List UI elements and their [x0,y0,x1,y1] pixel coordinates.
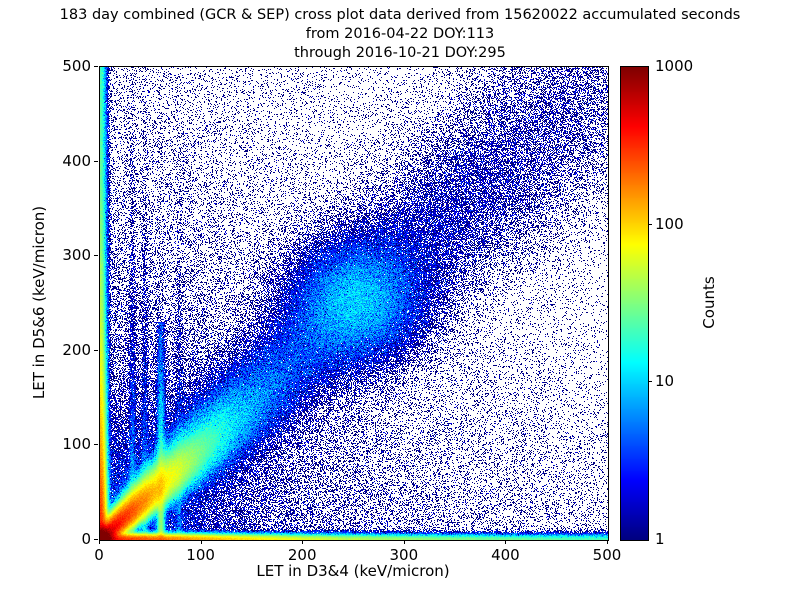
x-tick-label: 300 [389,546,419,564]
x-tick-mark [403,540,405,544]
title-line-3: through 2016-10-21 DOY:295 [294,45,506,61]
plot-area [99,66,609,541]
x-tick-mark [302,540,304,544]
title-line-2: from 2016-04-22 DOY:113 [305,26,495,42]
x-tick-mark [607,540,608,544]
x-tick-mark [505,540,507,544]
y-tick-mark [94,255,98,257]
y-tick-label: 100 [62,435,91,454]
y-tick-mark [94,539,98,540]
colorbar-tick-label: 1 [655,530,665,548]
y-tick-mark [94,66,98,67]
y-axis-label: LET in D5&6 (keV/micron) [30,205,48,400]
colorbar-tick-label: 10 [655,372,675,391]
colorbar-tick-label: 100 [655,214,684,233]
x-tick-label: 400 [491,546,520,564]
y-tick-label: 200 [62,340,91,359]
y-tick-mark [94,444,98,446]
colorbar-gradient [621,67,648,540]
y-tick-label: 300 [62,246,91,265]
y-tick-mark [94,160,98,162]
colorbar-tick-label: 1000 [655,57,694,75]
x-tick-label: 500 [592,546,622,564]
x-tick-label: 100 [186,546,215,564]
y-tick-label: 400 [62,151,91,170]
y-tick-label: 500 [62,57,91,75]
x-axis-label: LET in D3&4 (keV/micron) [256,562,450,580]
y-tick-label: 0 [81,530,91,548]
colorbar-label: Counts [700,276,718,329]
x-tick-label: 0 [94,546,104,564]
colorbar-tick-mark [648,381,652,383]
title-line-1: 183 day combined (GCR & SEP) cross plot … [59,7,741,23]
y-tick-mark [94,349,98,351]
colorbar [620,66,649,541]
colorbar-tick-mark [648,223,652,225]
density-heatmap [100,67,608,540]
x-tick-label: 200 [287,546,317,564]
chart-title: 183 day combined (GCR & SEP) cross plot … [0,6,800,63]
x-tick-mark [200,540,202,544]
x-tick-mark [99,540,100,544]
